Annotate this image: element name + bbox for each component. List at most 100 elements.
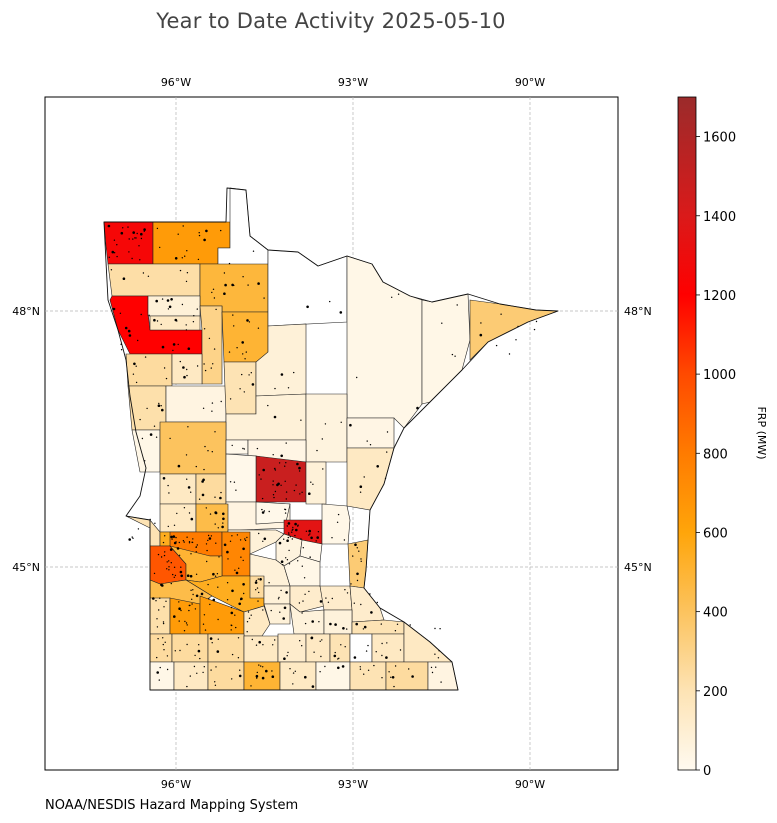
fire-detection-dot — [179, 570, 183, 574]
fire-detection-dot — [313, 651, 315, 653]
fire-detection-dot — [258, 664, 260, 666]
fire-detection-dot — [258, 532, 260, 535]
fire-detection-dot — [238, 567, 240, 569]
fire-detection-dot — [381, 677, 383, 679]
colorbar-tick-label: 0 — [703, 764, 711, 779]
fire-detection-dot — [216, 573, 219, 575]
fire-detection-dot — [240, 598, 242, 601]
fire-detection-dot — [344, 589, 346, 591]
fire-detection-dot — [259, 578, 262, 581]
fire-detection-dot — [337, 513, 340, 516]
fire-detection-dot — [149, 518, 151, 521]
fire-detection-dot — [127, 226, 129, 228]
fire-detection-dot — [311, 685, 315, 688]
fire-detection-dot — [261, 676, 265, 680]
fire-detection-dot — [229, 481, 232, 483]
fire-detection-dot — [176, 547, 180, 550]
fire-detection-dot — [302, 600, 304, 602]
fire-detection-dot — [237, 657, 240, 659]
fire-detection-dot — [111, 250, 115, 254]
fire-detection-dot — [394, 630, 397, 632]
fire-detection-dot — [107, 224, 111, 228]
fire-detection-dot — [288, 533, 290, 535]
fire-detection-dot — [296, 462, 299, 466]
fire-detection-dot — [352, 555, 354, 557]
fire-detection-dot — [353, 656, 357, 659]
fire-detection-dot — [161, 298, 164, 300]
fire-detection-dot — [216, 650, 220, 653]
fire-detection-dot — [248, 374, 250, 376]
county-fillmore — [385, 661, 429, 691]
fire-detection-dot — [222, 512, 225, 516]
fire-detection-dot — [256, 587, 259, 589]
fire-detection-dot — [214, 523, 216, 525]
fire-detection-dot — [239, 388, 241, 390]
fire-detection-dot — [233, 481, 236, 483]
fire-detection-dot — [294, 534, 296, 537]
fire-detection-dot — [322, 468, 324, 470]
fire-detection-dot — [203, 666, 205, 668]
fire-detection-dot — [268, 510, 270, 513]
fire-detection-dot — [231, 589, 234, 593]
fire-detection-dot — [376, 601, 378, 604]
fire-detection-dot — [329, 300, 331, 303]
county-freeborn — [315, 661, 351, 691]
fire-detection-dot — [318, 621, 320, 623]
fire-detection-dot — [155, 600, 157, 602]
county-dakota — [319, 585, 353, 611]
fire-detection-dot — [385, 656, 388, 659]
fire-detection-dot — [173, 566, 176, 568]
fire-detection-dot — [185, 329, 188, 331]
fire-detection-dot — [138, 245, 140, 247]
fire-detection-dot — [226, 582, 229, 584]
county-martin — [243, 661, 281, 691]
fire-detection-dot — [211, 291, 213, 294]
fire-detection-dot — [197, 649, 201, 653]
fire-detection-dot — [283, 538, 285, 540]
fire-detection-dot — [360, 560, 362, 562]
fire-detection-dot — [376, 465, 380, 468]
fire-detection-dot — [391, 296, 393, 298]
fire-detection-dot — [282, 617, 286, 620]
fire-detection-dot — [243, 592, 245, 595]
fire-detection-dot — [114, 308, 116, 310]
fire-detection-dot — [325, 597, 327, 599]
colorbar: 0 200 400 600 800 1000 1200 1400 1600 FRP (MW) — [677, 96, 768, 779]
fire-detection-dot — [298, 470, 301, 472]
fire-detection-dot — [110, 269, 113, 271]
fire-detection-dot — [304, 593, 306, 595]
fire-detection-dot — [170, 582, 172, 585]
fire-detection-dot — [236, 347, 238, 349]
fire-detection-dot — [291, 531, 293, 533]
fire-detection-dot — [285, 557, 287, 559]
fire-detection-dot — [285, 442, 287, 444]
fire-detection-dot — [156, 227, 159, 230]
fire-detection-dot — [141, 437, 144, 440]
county-mower — [349, 661, 387, 691]
fire-detection-dot — [165, 600, 167, 602]
fire-detection-dot — [198, 232, 200, 234]
colorbar-ticks: 0 200 400 600 800 1000 1200 1400 1600 — [696, 131, 736, 779]
fire-detection-dot — [131, 536, 133, 538]
fire-detection-dot — [140, 232, 143, 236]
fire-detection-dot — [285, 491, 288, 493]
fire-detection-dot — [291, 538, 293, 540]
fire-detection-dot — [221, 525, 224, 529]
fire-detection-dot — [184, 620, 186, 623]
fire-detection-dot — [297, 560, 299, 562]
fire-detection-dot — [156, 671, 159, 674]
fire-detection-dot — [451, 353, 454, 356]
lon-label-bottom-96: 96°W — [161, 778, 191, 791]
fire-detection-dot — [200, 592, 204, 596]
fire-detection-dot — [226, 551, 228, 553]
fire-detection-dot — [267, 404, 269, 407]
fire-detection-dot — [280, 454, 284, 458]
colorbar-tick-label: 400 — [703, 606, 728, 621]
fire-detection-dot — [369, 593, 371, 595]
county-meeker — [221, 531, 251, 577]
fire-detection-dot — [258, 640, 262, 644]
fire-detection-dot — [231, 653, 234, 656]
fire-detection-dot — [208, 337, 211, 340]
fire-detection-dot — [228, 262, 231, 265]
fire-detection-dot — [192, 321, 195, 323]
